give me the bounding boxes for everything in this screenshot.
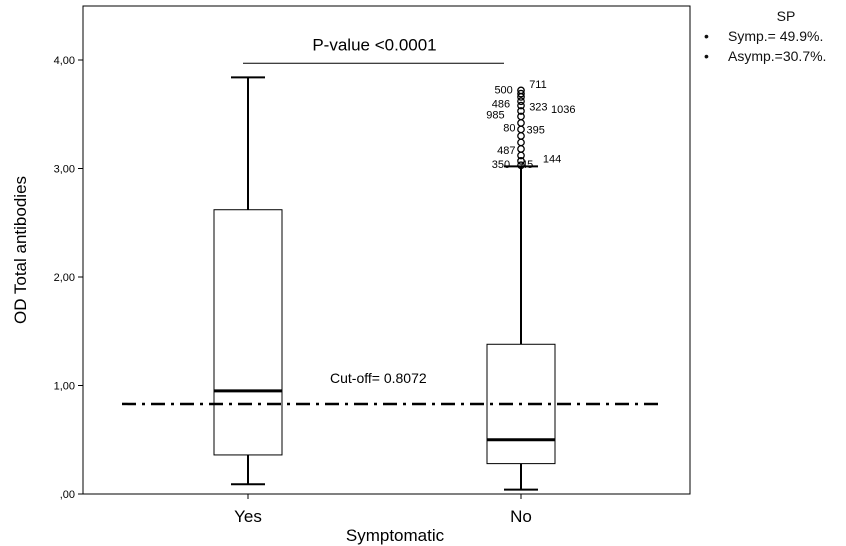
outlier-point [517, 157, 525, 165]
y-tick-label: 2,00 [54, 272, 75, 284]
cutoff-label: Cut-off= 0.8072 [330, 370, 427, 386]
outlier-point [517, 145, 525, 153]
y-tick-label: 4,00 [54, 55, 75, 67]
bullet-icon: • [704, 28, 709, 44]
legend-item-label: Asymp.=30.7%. [728, 48, 827, 64]
y-tick-label: 1,00 [54, 381, 75, 393]
outlier-label: 323 [529, 102, 547, 114]
outlier-label: 144 [543, 154, 561, 166]
outliers-layer [517, 86, 525, 170]
box-no [486, 165, 556, 491]
x-tick-label: Yes [234, 507, 262, 526]
significance-label: P-value <0.0001 [312, 35, 436, 54]
outlier-point [517, 125, 525, 134]
y-axis-label: OD Total antibodies [11, 176, 30, 324]
outlier-label: 1036 [551, 104, 575, 116]
iqr-box [213, 209, 283, 456]
outlier-label: 500 [494, 84, 512, 96]
outlier-point [517, 86, 525, 95]
legend-title: SP [776, 8, 796, 24]
outlier-label: 350 [492, 159, 510, 171]
legend-item-symptomatic: • Symp.= 49.9%. [700, 26, 840, 46]
legend-item-label: Symp.= 49.9%. [728, 28, 824, 44]
outlier-point [517, 112, 525, 121]
outlier-point [517, 138, 525, 147]
boxes-layer [213, 76, 556, 491]
x-tick-label: No [510, 507, 532, 526]
outlier-label: 80 [503, 122, 515, 134]
y-axis-ticks: ,00 1,00 2,00 3,00 4,00 [54, 55, 83, 501]
x-axis-ticks: Yes No [234, 494, 532, 526]
outlier-label: 711 [529, 79, 547, 91]
x-axis-label: Symptomatic [346, 526, 445, 545]
bullet-icon: • [704, 48, 709, 64]
plot-area-frame [82, 5, 691, 495]
outlier-point [517, 119, 525, 127]
outlier-label: 45 [521, 159, 533, 171]
outlier-point [517, 107, 525, 115]
box-yes [213, 76, 283, 486]
outlier-label: 487 [497, 145, 515, 157]
y-tick-label: ,00 [60, 489, 75, 501]
outlier-point [517, 97, 525, 106]
outlier-label: 985 [486, 109, 504, 121]
outlier-label: 486 [492, 98, 510, 110]
outlier-point [517, 132, 525, 140]
outlier-point [517, 101, 525, 110]
outlier-point [517, 89, 525, 98]
outlier-label: 395 [526, 124, 544, 136]
legend-item-asymptomatic: • Asymp.=30.7%. [700, 46, 840, 66]
y-tick-label: 3,00 [54, 164, 75, 176]
outlier-point [517, 161, 525, 170]
legend: SP • Symp.= 49.9%. • Asymp.=30.7%. [700, 8, 840, 66]
